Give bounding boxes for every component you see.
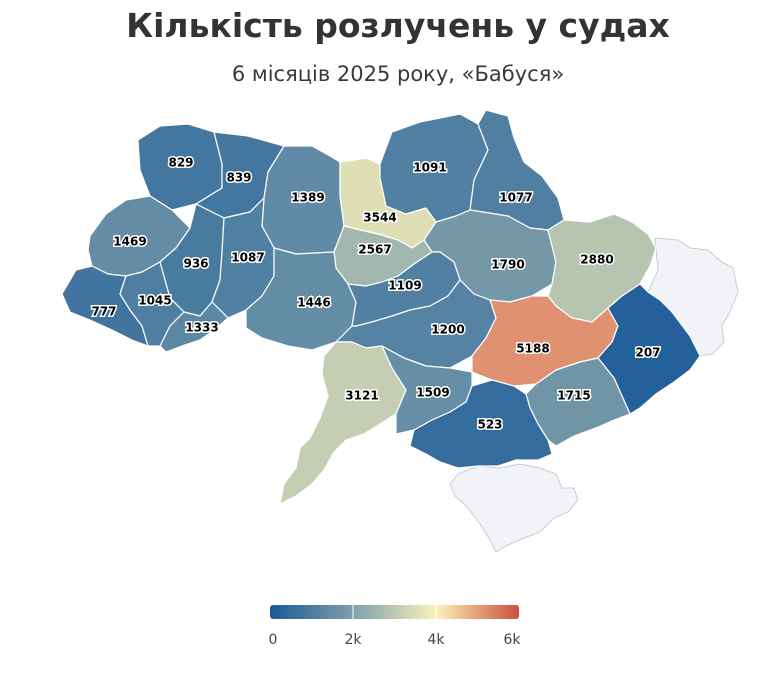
legend-color-bar <box>270 605 519 619</box>
region-label: 1469 <box>113 235 146 249</box>
region-label: 1446 <box>297 296 330 310</box>
region-label: 829 <box>168 156 193 170</box>
region-label: 3121 <box>345 389 378 403</box>
legend-tick-label: 4k <box>427 632 445 648</box>
region-label: 1045 <box>138 294 171 308</box>
region-label: 3544 <box>363 211 396 225</box>
region-label: 1091 <box>413 161 446 175</box>
region-label: 523 <box>477 418 502 432</box>
region-label: 1087 <box>231 251 264 265</box>
region-chernivtsi <box>159 301 229 353</box>
region-label: 936 <box>183 257 208 271</box>
region-crimea-nodata <box>449 463 579 553</box>
region-odesa <box>279 341 407 505</box>
legend-tick-label: 6k <box>503 632 521 648</box>
region-label: 1200 <box>431 323 464 337</box>
region-label: 1715 <box>557 389 590 403</box>
region-label: 5188 <box>516 342 549 356</box>
color-legend: 0 2k 4k 6k <box>269 605 521 648</box>
region-label: 777 <box>91 305 116 319</box>
region-kherson <box>409 379 553 469</box>
map-title: Кількість розлучень у судах <box>126 6 670 45</box>
region-label: 2880 <box>580 253 613 267</box>
region-label: 1509 <box>416 386 449 400</box>
region-label: 839 <box>226 171 251 185</box>
region-label: 1389 <box>291 191 324 205</box>
region-label: 1333 <box>185 321 218 335</box>
region-label: 2567 <box>358 243 391 257</box>
legend-tick-label: 2k <box>344 632 362 648</box>
region-label: 1077 <box>499 191 532 205</box>
region-label: 207 <box>635 346 660 360</box>
region-label: 1790 <box>491 258 524 272</box>
legend-tick-label: 0 <box>269 632 278 648</box>
region-label: 1109 <box>388 279 421 293</box>
map-subtitle: 6 місяців 2025 року, «Бабуся» <box>231 62 565 86</box>
